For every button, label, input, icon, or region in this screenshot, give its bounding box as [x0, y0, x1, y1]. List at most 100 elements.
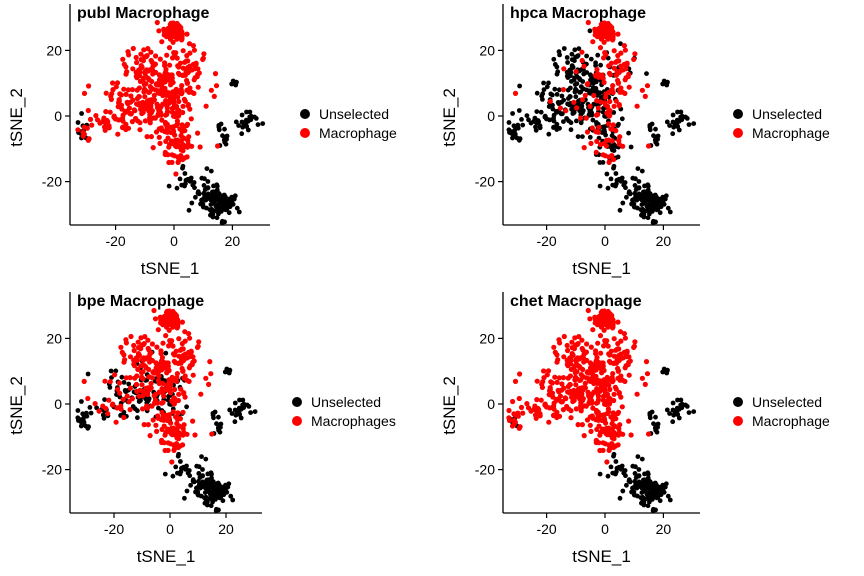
data-point	[626, 372, 632, 378]
data-point	[173, 464, 179, 470]
data-point	[118, 406, 124, 412]
data-point	[139, 102, 145, 108]
data-point	[175, 89, 181, 95]
data-point	[233, 119, 239, 125]
data-point	[215, 143, 221, 149]
legend-label: Unselected	[752, 394, 822, 410]
data-point	[214, 192, 220, 198]
data-point	[587, 134, 593, 140]
data-point	[180, 165, 185, 171]
legend-label: Macrophage	[319, 125, 397, 141]
data-point	[616, 121, 621, 127]
data-point	[194, 485, 199, 491]
data-point	[608, 360, 614, 366]
data-point	[561, 333, 567, 340]
data-point	[177, 176, 183, 182]
data-point	[146, 398, 151, 403]
y-tick-label: -20	[475, 174, 495, 190]
data-point	[656, 201, 662, 207]
chart-panel-4: -20 0 20 -20 0 20 tSNE_1 tSNE_2 chet Macrophage U…	[440, 292, 830, 566]
data-point	[592, 72, 599, 78]
data-point	[613, 98, 619, 104]
data-point	[587, 316, 593, 322]
y-tick-label: -20	[42, 462, 62, 478]
data-point	[614, 465, 620, 471]
data-point	[610, 122, 616, 128]
data-point	[594, 66, 600, 73]
data-point	[649, 195, 654, 201]
data-point	[566, 390, 573, 396]
data-point	[165, 440, 171, 446]
data-point	[579, 57, 585, 64]
data-point	[186, 41, 193, 47]
data-point	[587, 422, 593, 428]
data-point	[615, 368, 621, 374]
data-point	[186, 365, 192, 371]
data-point	[591, 92, 597, 99]
data-point	[546, 392, 552, 398]
data-point	[641, 214, 647, 220]
data-point	[534, 90, 540, 96]
data-point	[537, 413, 543, 419]
data-point	[607, 108, 613, 114]
data-point	[180, 409, 186, 415]
data-point	[131, 107, 137, 113]
data-point	[561, 354, 567, 360]
data-point	[166, 377, 172, 383]
data-point	[157, 56, 163, 62]
data-point	[129, 87, 135, 93]
data-point	[620, 488, 626, 494]
data-point	[140, 77, 146, 83]
data-point	[605, 20, 611, 27]
data-point	[205, 471, 211, 477]
data-point	[645, 192, 651, 198]
data-point	[647, 202, 653, 208]
data-point	[174, 55, 180, 61]
data-point	[560, 407, 567, 413]
data-point	[631, 204, 637, 210]
data-point	[127, 407, 133, 413]
data-point	[169, 459, 175, 465]
data-point	[187, 335, 193, 341]
data-point	[556, 337, 562, 343]
data-point	[179, 122, 185, 128]
data-point	[178, 459, 183, 464]
data-point	[558, 111, 564, 117]
data-point	[593, 129, 599, 135]
data-point	[180, 368, 186, 374]
data-point	[555, 69, 561, 75]
data-point	[519, 117, 524, 122]
data-point	[177, 126, 183, 132]
data-point	[127, 111, 133, 117]
data-point	[609, 312, 615, 319]
data-point	[118, 92, 124, 98]
data-point	[577, 90, 583, 95]
data-point	[135, 366, 141, 372]
data-point	[134, 59, 140, 66]
data-point	[146, 89, 152, 95]
data-point	[158, 80, 165, 86]
data-point	[602, 393, 608, 399]
data-point	[184, 80, 190, 86]
data-point	[216, 127, 222, 133]
data-point	[179, 319, 185, 325]
data-point	[197, 144, 203, 150]
data-point	[589, 368, 596, 374]
data-point	[244, 109, 249, 115]
data-point	[174, 20, 180, 27]
data-point	[518, 404, 525, 410]
data-point	[190, 372, 196, 378]
data-point	[112, 116, 118, 122]
data-point	[575, 53, 581, 58]
data-point	[605, 473, 611, 479]
data-point	[617, 207, 623, 213]
data-point	[176, 360, 182, 366]
data-point	[554, 109, 560, 115]
chart-panel-3: -20 0 20 -20 0 20 tSNE_1 tSNE_2 bpe Macrophage Un…	[7, 292, 396, 566]
data-point	[535, 118, 541, 123]
data-point	[105, 411, 111, 417]
data-point	[670, 400, 676, 406]
data-point	[593, 149, 599, 155]
data-point	[590, 117, 596, 123]
data-point	[578, 84, 584, 89]
